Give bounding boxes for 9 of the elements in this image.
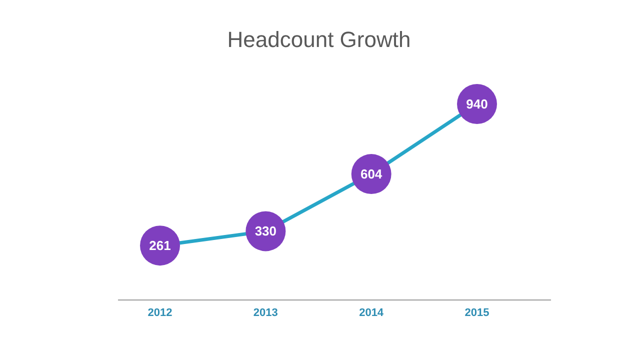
- x-tick-label: 2015: [464, 307, 490, 319]
- x-tick-label: 2013: [253, 307, 278, 319]
- data-label: 604: [360, 166, 383, 182]
- chart-title: Headcount Growth: [227, 27, 411, 52]
- data-label: 940: [466, 96, 488, 112]
- data-label: 330: [254, 224, 277, 239]
- x-tick-label: 2014: [359, 307, 384, 319]
- data-label: 261: [149, 238, 171, 254]
- x-tick-label: 2012: [148, 307, 172, 319]
